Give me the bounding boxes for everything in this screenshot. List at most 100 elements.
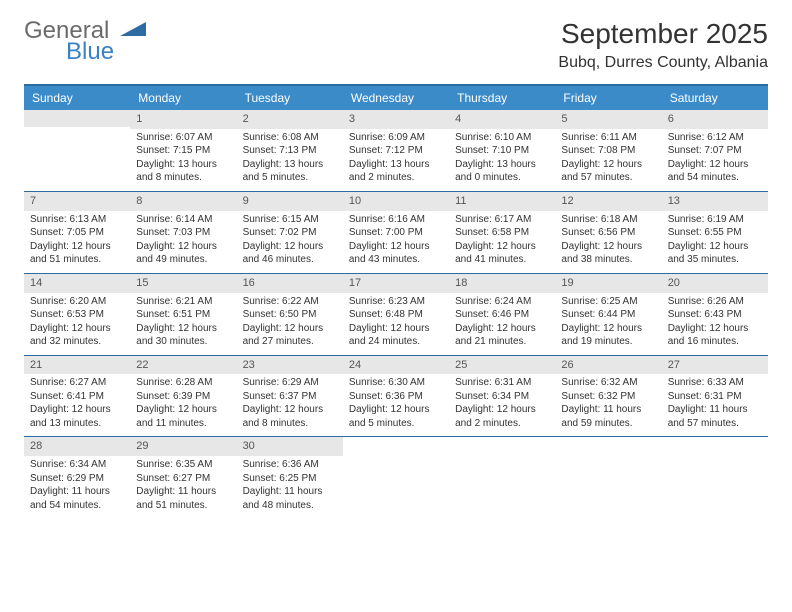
- day-number: 20: [662, 274, 768, 293]
- day-line: and 13 minutes.: [30, 417, 124, 431]
- day-cell: 6Sunrise: 6:12 AMSunset: 7:07 PMDaylight…: [662, 110, 768, 191]
- header: General Blue September 2025 Bubq, Durres…: [24, 18, 768, 72]
- week-row: 28Sunrise: 6:34 AMSunset: 6:29 PMDayligh…: [24, 437, 768, 518]
- day-line: Sunrise: 6:18 AM: [561, 213, 655, 227]
- day-body: Sunrise: 6:35 AMSunset: 6:27 PMDaylight:…: [130, 456, 236, 518]
- day-body: Sunrise: 6:21 AMSunset: 6:51 PMDaylight:…: [130, 293, 236, 355]
- day-line: and 27 minutes.: [243, 335, 337, 349]
- day-line: Sunset: 6:48 PM: [349, 308, 443, 322]
- day-line: and 21 minutes.: [455, 335, 549, 349]
- day-of-week-header: Friday: [555, 86, 661, 110]
- day-line: Sunrise: 6:24 AM: [455, 295, 549, 309]
- day-number: 24: [343, 356, 449, 375]
- day-body: Sunrise: 6:36 AMSunset: 6:25 PMDaylight:…: [237, 456, 343, 518]
- day-cell: 13Sunrise: 6:19 AMSunset: 6:55 PMDayligh…: [662, 192, 768, 273]
- day-line: Sunrise: 6:22 AM: [243, 295, 337, 309]
- day-line: and 48 minutes.: [243, 499, 337, 513]
- day-body: Sunrise: 6:22 AMSunset: 6:50 PMDaylight:…: [237, 293, 343, 355]
- day-body: Sunrise: 6:13 AMSunset: 7:05 PMDaylight:…: [24, 211, 130, 273]
- day-line: Daylight: 13 hours: [349, 158, 443, 172]
- day-line: Daylight: 13 hours: [455, 158, 549, 172]
- day-body: Sunrise: 6:26 AMSunset: 6:43 PMDaylight:…: [662, 293, 768, 355]
- day-number: 16: [237, 274, 343, 293]
- day-line: Sunset: 6:53 PM: [30, 308, 124, 322]
- day-body: Sunrise: 6:24 AMSunset: 6:46 PMDaylight:…: [449, 293, 555, 355]
- day-body: Sunrise: 6:07 AMSunset: 7:15 PMDaylight:…: [130, 129, 236, 191]
- day-line: and 46 minutes.: [243, 253, 337, 267]
- day-body: Sunrise: 6:19 AMSunset: 6:55 PMDaylight:…: [662, 211, 768, 273]
- day-line: and 11 minutes.: [136, 417, 230, 431]
- day-line: Sunset: 6:34 PM: [455, 390, 549, 404]
- day-line: and 57 minutes.: [668, 417, 762, 431]
- day-of-week-header: Wednesday: [343, 86, 449, 110]
- day-line: Daylight: 12 hours: [243, 240, 337, 254]
- day-cell: 1Sunrise: 6:07 AMSunset: 7:15 PMDaylight…: [130, 110, 236, 191]
- day-line: and 5 minutes.: [243, 171, 337, 185]
- day-line: Daylight: 12 hours: [349, 403, 443, 417]
- day-line: Sunset: 6:43 PM: [668, 308, 762, 322]
- day-line: Sunset: 6:36 PM: [349, 390, 443, 404]
- day-line: Daylight: 12 hours: [455, 322, 549, 336]
- day-body: [662, 437, 768, 445]
- day-line: Sunset: 6:44 PM: [561, 308, 655, 322]
- day-of-week-header: Monday: [130, 86, 236, 110]
- day-line: Sunset: 6:31 PM: [668, 390, 762, 404]
- day-cell: 10Sunrise: 6:16 AMSunset: 7:00 PMDayligh…: [343, 192, 449, 273]
- day-line: and 59 minutes.: [561, 417, 655, 431]
- day-line: Daylight: 12 hours: [349, 322, 443, 336]
- day-line: Daylight: 12 hours: [668, 322, 762, 336]
- day-number: 18: [449, 274, 555, 293]
- day-cell: 7Sunrise: 6:13 AMSunset: 7:05 PMDaylight…: [24, 192, 130, 273]
- day-line: Daylight: 12 hours: [349, 240, 443, 254]
- day-line: Daylight: 13 hours: [243, 158, 337, 172]
- day-number: 14: [24, 274, 130, 293]
- day-line: Sunrise: 6:15 AM: [243, 213, 337, 227]
- day-cell: 4Sunrise: 6:10 AMSunset: 7:10 PMDaylight…: [449, 110, 555, 191]
- day-line: Daylight: 11 hours: [136, 485, 230, 499]
- day-line: Daylight: 12 hours: [668, 158, 762, 172]
- day-line: and 38 minutes.: [561, 253, 655, 267]
- day-cell: 16Sunrise: 6:22 AMSunset: 6:50 PMDayligh…: [237, 274, 343, 355]
- day-cell: 24Sunrise: 6:30 AMSunset: 6:36 PMDayligh…: [343, 356, 449, 437]
- day-line: and 51 minutes.: [30, 253, 124, 267]
- day-body: [343, 437, 449, 445]
- day-body: Sunrise: 6:16 AMSunset: 7:00 PMDaylight:…: [343, 211, 449, 273]
- day-line: Sunrise: 6:29 AM: [243, 376, 337, 390]
- day-line: and 35 minutes.: [668, 253, 762, 267]
- day-line: Sunset: 6:56 PM: [561, 226, 655, 240]
- day-line: Sunset: 6:41 PM: [30, 390, 124, 404]
- day-line: and 16 minutes.: [668, 335, 762, 349]
- day-number: 28: [24, 437, 130, 456]
- day-line: Daylight: 12 hours: [455, 403, 549, 417]
- logo-line2: Blue: [66, 39, 146, 64]
- day-body: Sunrise: 6:27 AMSunset: 6:41 PMDaylight:…: [24, 374, 130, 436]
- day-body: Sunrise: 6:29 AMSunset: 6:37 PMDaylight:…: [237, 374, 343, 436]
- day-line: Sunset: 6:55 PM: [668, 226, 762, 240]
- day-line: Daylight: 12 hours: [30, 403, 124, 417]
- day-line: Daylight: 11 hours: [30, 485, 124, 499]
- day-line: and 8 minutes.: [243, 417, 337, 431]
- calendar: SundayMondayTuesdayWednesdayThursdayFrid…: [24, 84, 768, 518]
- day-number: 15: [130, 274, 236, 293]
- day-line: Sunrise: 6:27 AM: [30, 376, 124, 390]
- day-line: Sunrise: 6:26 AM: [668, 295, 762, 309]
- day-cell: 9Sunrise: 6:15 AMSunset: 7:02 PMDaylight…: [237, 192, 343, 273]
- day-line: Sunset: 6:25 PM: [243, 472, 337, 486]
- day-cell: 8Sunrise: 6:14 AMSunset: 7:03 PMDaylight…: [130, 192, 236, 273]
- day-line: Sunrise: 6:12 AM: [668, 131, 762, 145]
- day-line: Sunset: 6:39 PM: [136, 390, 230, 404]
- day-number: 10: [343, 192, 449, 211]
- day-body: Sunrise: 6:14 AMSunset: 7:03 PMDaylight:…: [130, 211, 236, 273]
- day-line: Sunrise: 6:20 AM: [30, 295, 124, 309]
- day-line: and 24 minutes.: [349, 335, 443, 349]
- day-number: 22: [130, 356, 236, 375]
- day-line: Daylight: 11 hours: [243, 485, 337, 499]
- day-line: Sunrise: 6:34 AM: [30, 458, 124, 472]
- day-line: Sunrise: 6:17 AM: [455, 213, 549, 227]
- day-number: 6: [662, 110, 768, 129]
- day-line: Sunset: 7:05 PM: [30, 226, 124, 240]
- day-line: Sunrise: 6:33 AM: [668, 376, 762, 390]
- day-body: Sunrise: 6:18 AMSunset: 6:56 PMDaylight:…: [555, 211, 661, 273]
- day-line: and 2 minutes.: [349, 171, 443, 185]
- day-line: Sunset: 6:37 PM: [243, 390, 337, 404]
